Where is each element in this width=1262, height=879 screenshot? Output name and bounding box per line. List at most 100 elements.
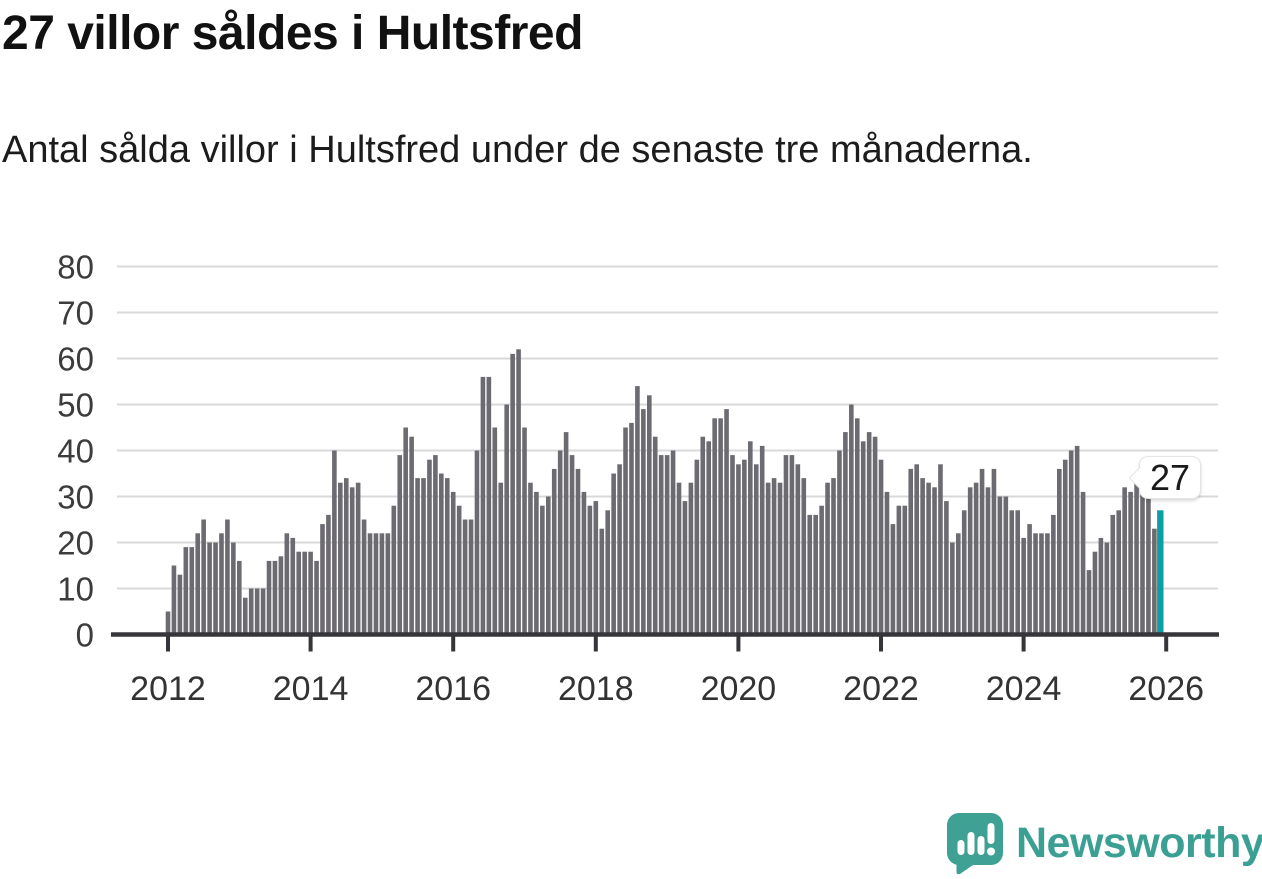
bar (1086, 570, 1092, 635)
bar (581, 491, 587, 635)
bar (724, 409, 729, 635)
chart-subtitle: Antal sålda villor i Hultsfred under de … (2, 129, 1033, 171)
bar (789, 455, 795, 635)
bar (860, 441, 866, 635)
bar (278, 556, 284, 635)
bar (379, 533, 385, 635)
bar (343, 478, 349, 635)
bar (623, 427, 628, 635)
y-tick-label: 10 (57, 571, 94, 608)
bar (320, 524, 325, 635)
bar (997, 496, 1003, 635)
bar (296, 551, 302, 635)
bar (694, 459, 700, 635)
bar (237, 560, 242, 635)
bar (1045, 533, 1050, 635)
bar (635, 386, 640, 635)
bar (165, 611, 171, 635)
bar (991, 468, 997, 635)
bar (831, 478, 836, 635)
bar (427, 459, 432, 635)
bar (272, 560, 278, 635)
x-tick-label: 2024 (986, 670, 1062, 708)
bar (1033, 533, 1038, 635)
bar (587, 505, 593, 635)
bar (522, 427, 527, 635)
bar (813, 514, 818, 635)
bar (338, 482, 343, 635)
bar (355, 482, 361, 635)
bar (652, 436, 658, 635)
bar (920, 478, 925, 635)
bar (1098, 537, 1104, 635)
bar (878, 459, 884, 635)
bar (825, 482, 830, 635)
bar (932, 487, 937, 635)
bar (676, 482, 682, 635)
y-tick-label: 20 (57, 525, 94, 562)
bar (658, 455, 664, 635)
bar (540, 505, 545, 635)
bar (545, 496, 551, 635)
bar (349, 487, 355, 635)
bar (902, 505, 908, 635)
bar (985, 487, 991, 635)
bar (979, 468, 985, 635)
bar (938, 464, 943, 635)
bar (961, 510, 967, 635)
bar (260, 588, 266, 635)
y-tick-label: 50 (57, 387, 94, 424)
bar (409, 436, 414, 635)
bar (575, 468, 581, 635)
bar (1152, 528, 1157, 635)
bar (242, 597, 248, 635)
bar (670, 450, 676, 635)
bar (950, 542, 955, 635)
bar (480, 376, 486, 635)
bar (1122, 487, 1127, 635)
bar (444, 478, 450, 635)
bar (641, 409, 646, 635)
bar (742, 459, 747, 635)
bar (1027, 524, 1032, 635)
newsworthy-logo-text: Newsworthy (1016, 818, 1262, 867)
bar (854, 418, 860, 635)
bar (617, 464, 622, 635)
x-tick-label: 2016 (415, 670, 491, 708)
bar (326, 514, 331, 635)
bar (647, 395, 652, 635)
bar (884, 491, 890, 635)
bar (1039, 533, 1044, 635)
bar (195, 533, 201, 635)
bar (528, 482, 533, 635)
bar (1068, 450, 1074, 635)
bar (1104, 542, 1110, 635)
bar (492, 427, 498, 635)
bar (207, 542, 212, 635)
bar (759, 445, 765, 635)
bar (1134, 482, 1139, 635)
bar (955, 533, 961, 635)
bar (450, 491, 456, 635)
logo-bar-small (957, 840, 965, 855)
bar (361, 519, 367, 635)
bar (1074, 445, 1080, 635)
bar (1080, 491, 1086, 635)
bar (516, 349, 521, 635)
bar (421, 478, 426, 635)
bar (1015, 510, 1021, 635)
bar (225, 519, 230, 635)
bar (748, 441, 753, 635)
bar (890, 524, 896, 635)
bar (367, 533, 373, 635)
bar (563, 432, 569, 635)
bar (213, 542, 218, 635)
logo-bubble (947, 813, 1003, 874)
x-tick-label: 2014 (273, 670, 349, 708)
bar (1146, 496, 1151, 635)
y-tick-label: 0 (76, 617, 94, 654)
x-tick-label: 2020 (701, 670, 777, 708)
